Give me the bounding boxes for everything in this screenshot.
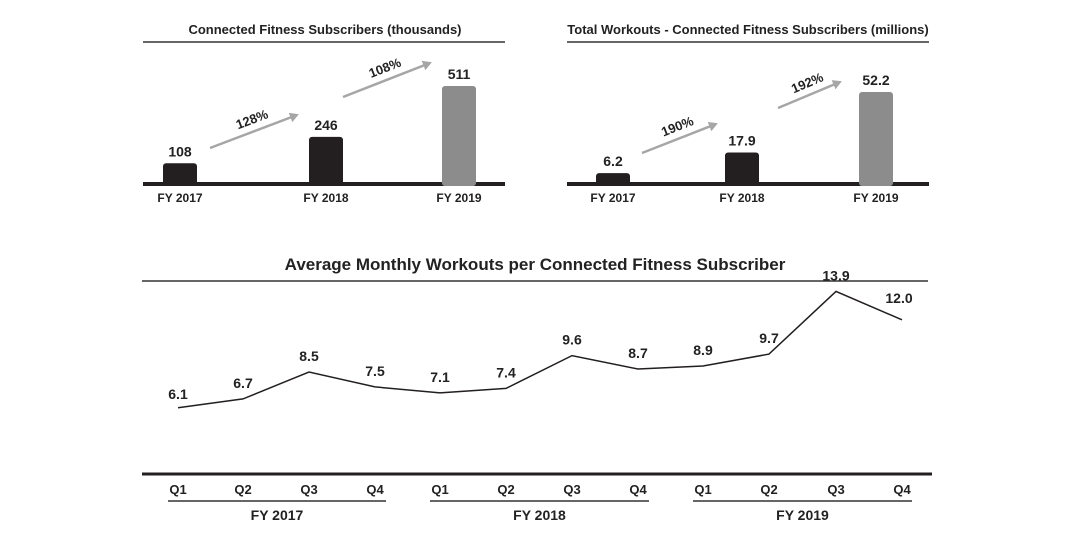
- x-tick-label: Q2: [760, 482, 777, 497]
- x-tick-label: FY 2019: [436, 191, 481, 205]
- bar-fy-2019: [442, 86, 476, 186]
- bar-fy-2018: [725, 152, 759, 186]
- group-label: FY 2019: [776, 507, 829, 523]
- x-tick-label: FY 2017: [157, 191, 202, 205]
- x-tick-label: Q2: [497, 482, 514, 497]
- growth-arrow: [777, 80, 842, 110]
- bar-fy-2017: [596, 173, 630, 186]
- growth-arrow: [209, 112, 299, 150]
- point-value-label: 12.0: [885, 290, 912, 306]
- point-value-label: 7.4: [496, 364, 516, 380]
- x-tick-label: Q4: [893, 482, 911, 497]
- bar-value-label: 17.9: [728, 132, 755, 148]
- point-value-label: 7.5: [365, 363, 385, 379]
- point-value-label: 13.9: [822, 267, 849, 283]
- bar-fy-2018: [309, 136, 343, 186]
- x-tick-label: Q3: [563, 482, 580, 497]
- bar-fy-2019: [859, 92, 893, 186]
- point-value-label: 9.7: [759, 330, 779, 346]
- bar-value-label: 6.2: [603, 153, 623, 169]
- x-tick-label: Q1: [431, 482, 448, 497]
- x-tick-label: FY 2017: [590, 191, 635, 205]
- series-line: [177, 290, 903, 409]
- bar-value-label: 52.2: [862, 72, 889, 88]
- chart3-title: Average Monthly Workouts per Connected F…: [285, 255, 786, 274]
- point-value-label: 9.6: [562, 332, 582, 348]
- growth-label: 192%: [789, 69, 826, 96]
- x-tick-label: Q4: [366, 482, 384, 497]
- x-tick-label: Q3: [827, 482, 844, 497]
- x-tick-label: FY 2019: [853, 191, 898, 205]
- point-value-label: 8.5: [299, 348, 319, 364]
- x-tick-label: Q2: [234, 482, 251, 497]
- group-label: FY 2018: [513, 507, 566, 523]
- x-tick-label: Q1: [169, 482, 186, 497]
- bar-fy-2017: [163, 163, 197, 186]
- group-label: FY 2017: [251, 507, 304, 523]
- point-value-label: 6.1: [168, 386, 188, 402]
- bar-value-label: 511: [448, 66, 471, 82]
- point-value-label: 8.7: [628, 345, 648, 361]
- bar-value-label: 108: [168, 143, 192, 159]
- chart2-title: Total Workouts - Connected Fitness Subsc…: [567, 22, 928, 37]
- x-tick-label: FY 2018: [303, 191, 348, 205]
- x-tick-label: Q4: [629, 482, 647, 497]
- x-tick-label: FY 2018: [719, 191, 764, 205]
- x-tick-label: Q3: [300, 482, 317, 497]
- growth-arrow: [342, 60, 432, 99]
- point-value-label: 6.7: [233, 375, 253, 391]
- chart3-marks: 6.1 6.7 8.5 7.5 7.1 7.4 9.6 8.7 8.9 9.7 13.9 12.0 Q1…: [168, 267, 913, 523]
- bar-value-label: 246: [314, 117, 338, 133]
- point-value-label: 7.1: [430, 369, 450, 385]
- growth-arrow: [641, 121, 718, 155]
- chart1-title: Connected Fitness Subscribers (thousands…: [188, 22, 461, 37]
- point-value-label: 8.9: [693, 342, 713, 358]
- growth-label: 108%: [367, 55, 404, 81]
- x-tick-label: Q1: [694, 482, 711, 497]
- growth-label: 190%: [659, 113, 696, 139]
